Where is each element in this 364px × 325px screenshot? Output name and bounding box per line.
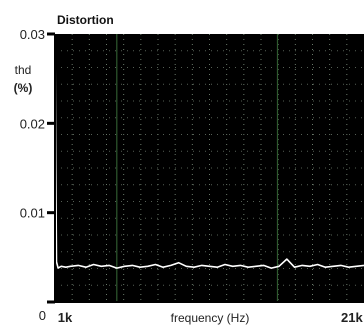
axes: 0 0.01 0.02 0.03 1k 21k: [20, 27, 364, 325]
chart-title: Distortion: [57, 13, 114, 27]
x-tick-label: 1k: [58, 310, 73, 325]
plot-area: [54, 33, 364, 302]
y-axis-label-line-1: thd: [15, 63, 32, 77]
x-axis-label: frequency (Hz): [171, 311, 250, 325]
y-tick-label: 0.03: [20, 27, 45, 42]
plot-background: [55, 34, 364, 302]
y-tick-label: 0.02: [20, 116, 45, 131]
y-axis-label-line-2: (%): [14, 81, 33, 95]
x-tick-label: 21k: [341, 310, 363, 325]
y-tick-label: 0: [39, 308, 46, 323]
series-line-0: [54, 33, 364, 269]
y-tick-label: 0.01: [20, 206, 45, 221]
